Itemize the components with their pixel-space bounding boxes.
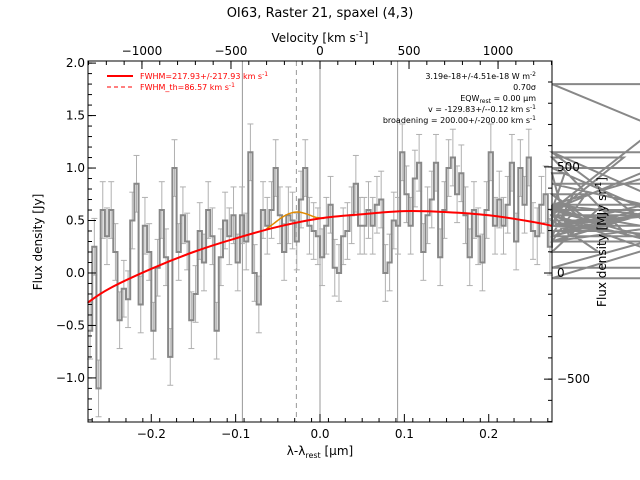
x-tick-label: 0.1 [395, 427, 414, 441]
x-tick-label: −0.2 [137, 427, 166, 441]
legend-dashed-label: FWHM_th=86.57 km s-1 [140, 82, 235, 92]
top-tick-label: 1000 [483, 44, 514, 58]
fit-annotations: 3.19e-18+/-4.51e-18 W m-2 0.70σ EQWrest … [383, 71, 536, 125]
y-tick-label: −0.5 [56, 318, 85, 332]
right-axis-title: Flux density [MJy sr-1] [594, 177, 609, 307]
top-tick-label: −500 [214, 44, 247, 58]
y-tick-label: 1.0 [66, 161, 85, 175]
x-tick-label: −0.1 [221, 427, 250, 441]
x-tick-label: 0.0 [310, 427, 329, 441]
y-tick-label: 1.5 [66, 109, 85, 123]
annotation-velocity: v = -129.83+/--0.12 km s-1 [428, 104, 536, 114]
x-axis-title: λ-λrest [μm] [287, 444, 353, 460]
axes [87, 60, 553, 423]
annotation-flux: 3.19e-18+/-4.51e-18 W m-2 [425, 71, 536, 81]
top-tick-label: −1000 [122, 44, 163, 58]
line-component-curve [264, 211, 325, 231]
data-series [87, 83, 640, 418]
top-axis-title: Velocity [km s-1] [272, 30, 369, 45]
y-tick-label: 0.0 [66, 266, 85, 280]
y-tick-label: 0.5 [66, 214, 85, 228]
y-axis-title: Flux density [Jy] [31, 194, 45, 291]
y-tick-label: 2.0 [66, 56, 85, 70]
annotation-eqw: EQWrest = 0.00 μm [460, 94, 536, 105]
chart-title: OI63, Raster 21, spaxel (4,3) [227, 6, 414, 21]
model-fit-curve [87, 209, 553, 304]
legend-solid-label: FWHM=217.93+/-217.93 km s-1 [140, 71, 268, 81]
tick-labels: −0.2 −0.1 0.0 0.1 0.2 −1000 −500 0 500 1000 −1.0 −0… [56, 44, 590, 441]
legend: FWHM=217.93+/-217.93 km s-1 FWHM_th=86.5… [107, 71, 268, 92]
right-tick-label: −500 [557, 372, 590, 386]
annotation-broadening: broadening = 200.00+/-200.00 km s-1 [383, 115, 536, 125]
y-tick-label: −1.0 [56, 371, 85, 385]
right-tick-label: 500 [557, 160, 580, 174]
data-histogram-line [88, 83, 640, 390]
right-tick-label: 0 [557, 266, 565, 280]
annotation-significance: 0.70σ [513, 83, 536, 92]
top-tick-label: 0 [316, 44, 324, 58]
model-fit [87, 209, 553, 304]
x-tick-label: 0.2 [479, 427, 498, 441]
top-tick-label: 500 [398, 44, 421, 58]
